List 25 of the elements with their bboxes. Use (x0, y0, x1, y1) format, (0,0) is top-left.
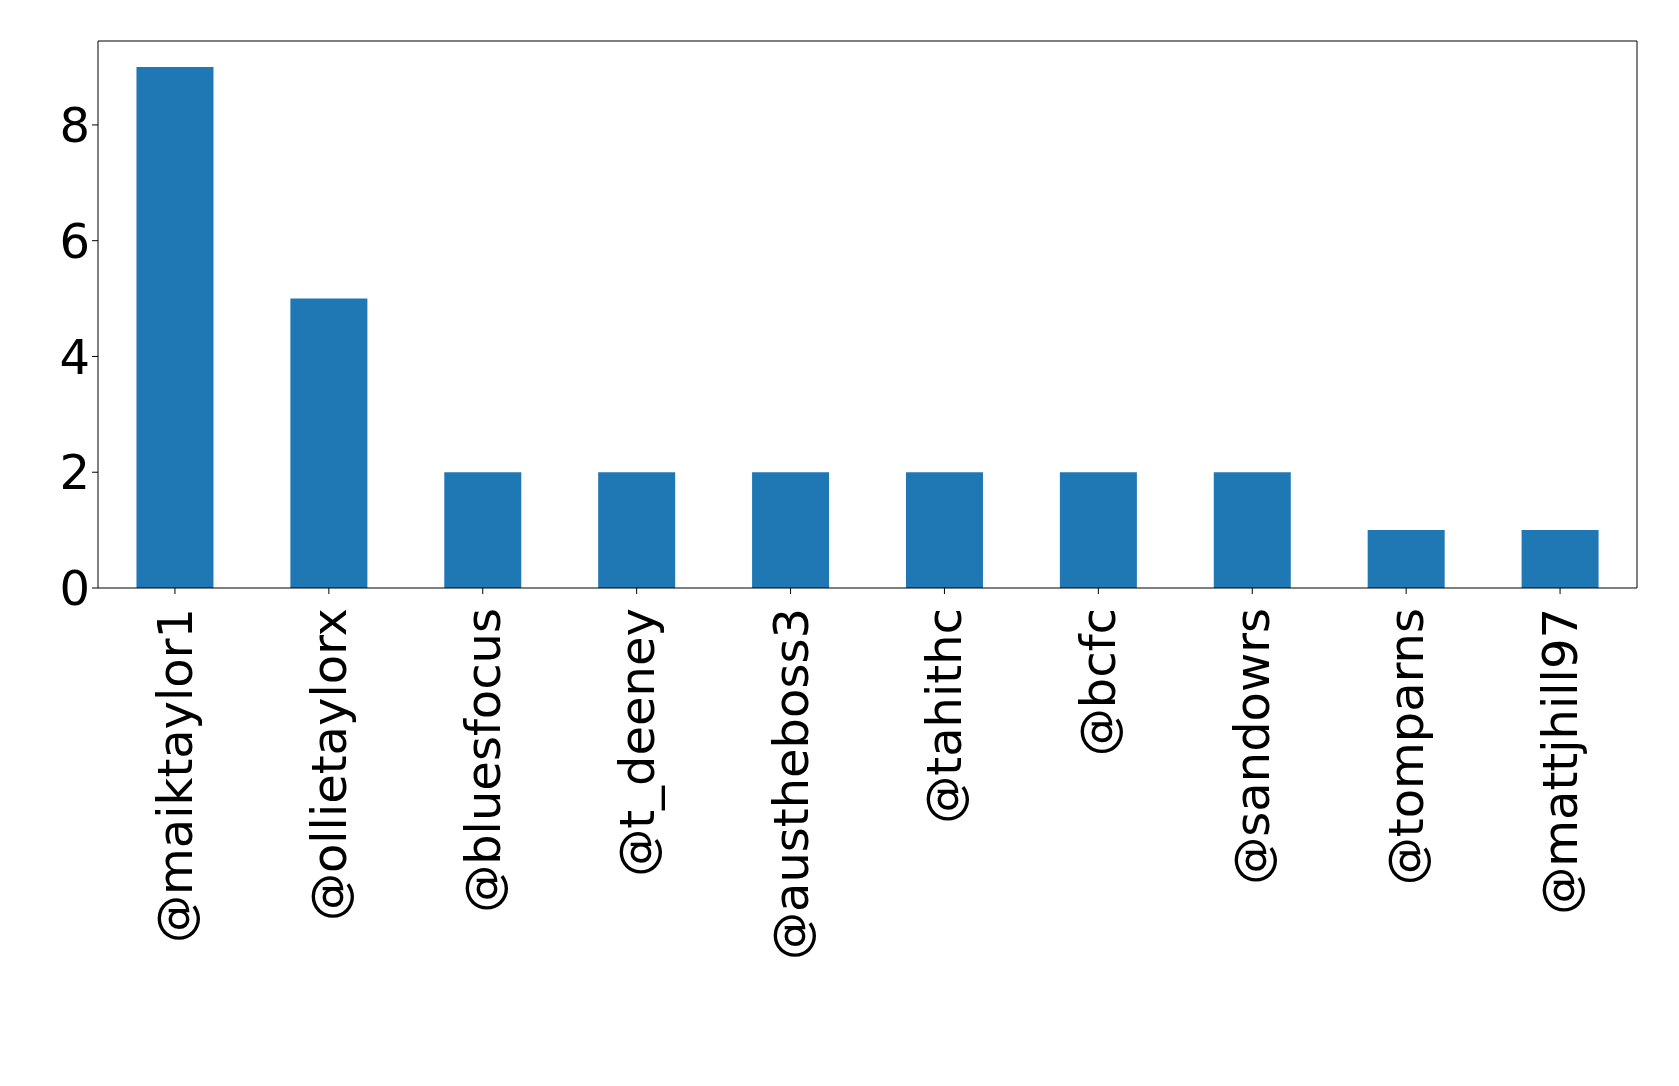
x-tick-label: @austheboss3 (762, 608, 819, 961)
bar (444, 472, 522, 588)
y-tick-label: 8 (59, 96, 90, 153)
x-tick-label: @maiktaylor1 (146, 608, 203, 943)
x-tick-label: @tahithc (916, 608, 973, 824)
y-tick-label: 6 (59, 212, 90, 269)
x-tick-label: @bluesfocus (454, 608, 511, 913)
bar (1521, 530, 1599, 588)
bar (598, 472, 676, 588)
y-tick-label: 2 (59, 444, 90, 501)
bar (752, 472, 830, 588)
x-tick-label: @ollietaylorx (300, 608, 357, 922)
x-tick-label: @t_deeney (608, 608, 665, 877)
bar (136, 67, 214, 588)
x-tick-label: @bcfc (1070, 608, 1127, 757)
bar (1213, 472, 1291, 588)
x-tick-label: @mattjhill97 (1532, 608, 1589, 915)
x-tick-label: @tomparns (1378, 608, 1435, 886)
bar (905, 472, 983, 588)
bar (1059, 472, 1137, 588)
y-tick-label: 0 (59, 560, 90, 617)
y-tick-label: 4 (59, 328, 90, 385)
x-tick-label: @sandowrs (1224, 608, 1281, 885)
bar (290, 298, 368, 588)
bar (1367, 530, 1445, 588)
